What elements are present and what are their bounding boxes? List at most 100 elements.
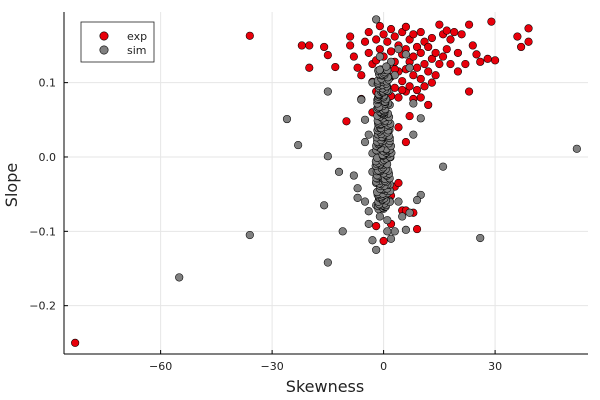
point-exp: [405, 112, 414, 121]
point-exp: [435, 20, 444, 29]
point-exp: [409, 71, 418, 80]
point-exp: [379, 30, 388, 39]
point-exp: [427, 33, 436, 43]
point-exp: [431, 71, 440, 80]
point-exp: [409, 30, 418, 39]
point-sim: [323, 87, 332, 96]
point-exp: [483, 54, 492, 63]
point-sim: [357, 95, 366, 104]
point-exp: [342, 117, 351, 126]
point-exp: [409, 52, 418, 61]
point-exp: [465, 87, 474, 96]
point-exp: [424, 42, 433, 52]
point-sim: [175, 273, 184, 282]
point-exp: [412, 85, 422, 95]
point-sim: [245, 230, 254, 240]
point-exp: [305, 41, 314, 50]
point-exp: [412, 63, 422, 72]
y-tick-label: 0.1: [39, 77, 57, 90]
point-sim: [320, 201, 329, 210]
point-exp: [457, 30, 466, 39]
point-exp: [386, 47, 396, 56]
point-sim: [386, 57, 396, 66]
tick-labels: −60 −30 0 30 −0.2 −0.1 0.0 0.1: [29, 77, 502, 373]
point-exp: [398, 85, 407, 95]
point-exp: [297, 41, 306, 50]
legend-marker-exp: [99, 31, 109, 41]
point-exp: [472, 50, 481, 59]
x-tick-label: 30: [488, 360, 502, 373]
point-sim: [375, 52, 384, 61]
legend-box: [80, 21, 155, 63]
point-sim: [398, 212, 407, 221]
point-exp: [446, 35, 455, 44]
point-exp: [420, 59, 429, 69]
point-sim: [401, 50, 410, 59]
point-sim: [368, 236, 377, 245]
point-sim: [360, 138, 370, 147]
point-sim: [353, 184, 362, 193]
point-exp: [305, 63, 314, 72]
point-exp: [386, 25, 396, 34]
point-exp: [364, 27, 373, 37]
point-sim: [364, 130, 373, 139]
point-exp: [524, 37, 533, 46]
point-sim: [353, 193, 362, 202]
point-exp: [245, 31, 254, 40]
point-sim: [334, 167, 344, 176]
point-sim: [364, 207, 373, 216]
point-exp: [71, 338, 80, 347]
x-axis-title: Skewness: [286, 377, 364, 396]
point-exp: [375, 22, 384, 31]
point-sim: [405, 63, 414, 72]
point-exp: [394, 123, 403, 132]
point-exp: [412, 225, 422, 234]
point-sim: [323, 258, 332, 267]
point-sim: [405, 208, 414, 217]
point-exp: [398, 77, 407, 86]
point-sim: [394, 45, 403, 54]
point-exp: [416, 27, 425, 37]
point-exp: [442, 26, 451, 35]
point-exp: [383, 37, 392, 46]
point-exp: [405, 82, 414, 91]
series-sim-points: [175, 15, 581, 282]
point-sim: [383, 227, 392, 236]
point-sim: [438, 162, 448, 171]
point-sim: [383, 216, 392, 225]
point-exp: [372, 35, 381, 44]
point-sim: [375, 65, 384, 74]
point-exp: [424, 100, 433, 110]
x-tick-label: −30: [261, 360, 284, 373]
point-sim: [412, 196, 422, 205]
point-exp: [331, 62, 340, 72]
axes: [63, 12, 588, 355]
point-exp: [487, 17, 496, 26]
point-sim: [390, 227, 399, 236]
point-exp: [323, 51, 332, 60]
point-exp: [442, 45, 451, 54]
point-exp: [438, 52, 448, 61]
point-sim: [394, 197, 403, 206]
point-sim: [409, 130, 418, 139]
point-exp: [364, 48, 373, 57]
point-exp: [320, 42, 329, 52]
point-exp: [491, 56, 500, 65]
point-exp: [401, 22, 410, 31]
point-exp: [394, 93, 403, 102]
point-exp: [461, 59, 470, 69]
point-exp: [394, 178, 403, 188]
point-sim: [572, 144, 581, 153]
point-exp: [412, 42, 422, 52]
point-exp: [346, 32, 355, 41]
point-exp: [424, 67, 433, 76]
point-exp: [401, 138, 410, 147]
point-sim: [401, 225, 410, 234]
point-sim: [372, 15, 381, 24]
point-exp: [420, 82, 429, 91]
point-exp: [346, 41, 355, 50]
point-exp: [427, 54, 436, 63]
point-exp: [513, 32, 522, 41]
legend-marker-sim: [99, 45, 109, 55]
